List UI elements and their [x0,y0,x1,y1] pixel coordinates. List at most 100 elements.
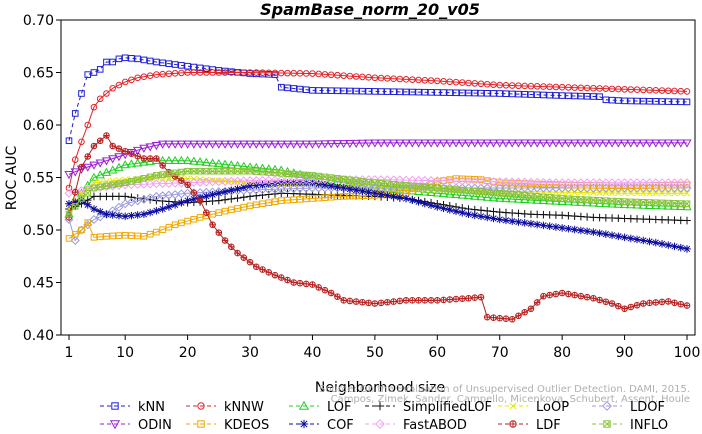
data-point [452,207,460,216]
data-point [658,199,666,207]
data-point [627,97,635,105]
data-point [315,172,322,180]
data-point [346,176,354,184]
data-point [438,139,449,148]
data-point [664,199,672,207]
data-point [582,139,592,148]
data-point [277,83,285,91]
y-tick-label: 0.40 [23,328,54,344]
data-point [521,82,528,90]
data-point-detail [509,420,517,428]
data-point [588,178,598,188]
data-point [676,243,685,252]
data-point [302,86,310,94]
legend-item-knnw: kNNW [186,400,264,415]
data-point [471,80,479,87]
data-point [196,69,204,76]
data-point [583,84,591,92]
data-point [159,59,166,67]
data-point [382,139,393,148]
data-point [607,139,617,148]
data-point-detail [315,284,322,291]
data-point [102,210,111,219]
data-point [234,69,241,76]
data-point [389,192,398,201]
data-point-detail [141,155,147,162]
data-point [477,89,485,97]
data-point [140,73,148,80]
data-point [309,172,316,179]
data-point [451,190,461,199]
data-point [333,183,342,191]
data-point-detail [178,177,185,184]
data-point [439,204,448,213]
data-point [257,163,268,172]
data-point [109,181,116,189]
data-point [271,169,279,177]
data-point [620,233,629,242]
data-point [438,188,449,198]
data-point [178,62,185,69]
data-point [520,177,530,187]
data-point [508,191,516,198]
data-point [546,91,553,99]
data-point [257,140,268,149]
data-point-detail [396,181,404,189]
data-point [90,179,98,186]
data-point [552,92,560,99]
data-point [109,58,116,66]
data-point-detail [465,295,472,302]
data-point [502,190,510,198]
data-point [458,89,466,97]
data-point [677,87,685,95]
data-point [489,214,498,223]
data-point [557,139,567,148]
legend-item-loop: LoOP [498,400,569,415]
data-point-detail [409,182,416,190]
data-point [232,140,243,149]
data-point [415,88,422,96]
data-point [195,177,205,187]
data-point-detail [565,291,572,297]
data-point-detail [72,189,79,195]
series-group [64,54,692,323]
data-point [295,140,305,149]
legend-label: kNNW [224,400,264,415]
data-point [521,91,528,98]
x-tick-label: 40 [304,345,322,361]
data-point [594,139,605,148]
data-point-detail [265,169,272,176]
data-point-detail [484,314,491,320]
data-point [615,85,622,93]
series-knn [65,54,691,145]
data-point [664,98,672,105]
data-point-detail [665,298,672,305]
data-point [371,189,379,198]
data-point-detail [683,200,691,207]
data-point-detail [502,190,510,197]
data-point-detail [402,182,410,189]
legend-label: LOF [327,400,352,415]
data-point [115,180,123,188]
data-point-detail [184,182,191,188]
data-point [289,184,299,194]
data-point [358,187,367,195]
data-point [103,182,110,190]
legend-item-fastabod: FastABOD [365,418,467,433]
data-point-detail [153,172,160,179]
data-point [671,190,678,197]
data-point [495,193,505,202]
data-point [633,86,641,94]
data-point-detail [309,172,316,179]
data-point [465,187,472,194]
data-point [488,139,499,148]
data-point [321,173,329,181]
data-point [299,419,309,429]
data-point-detail [434,184,441,192]
data-point-detail [596,297,603,303]
data-point [527,219,535,228]
data-point [645,237,654,246]
data-point [120,160,130,169]
data-point [626,178,636,188]
data-point-detail [321,173,329,181]
